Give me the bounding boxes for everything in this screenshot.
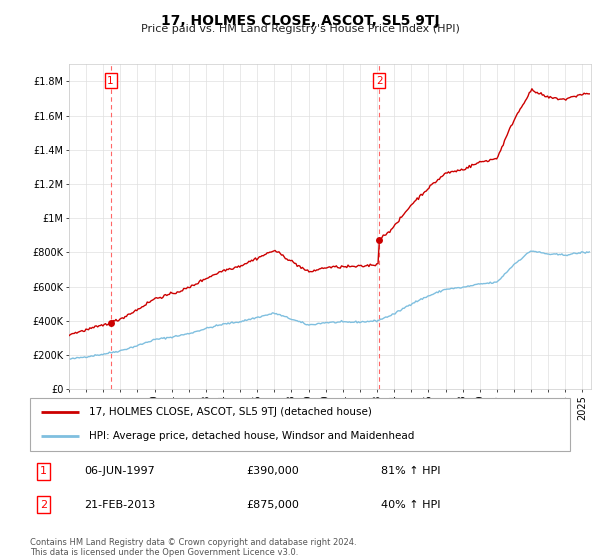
Text: 21-FEB-2013: 21-FEB-2013 <box>84 500 155 510</box>
Text: 2: 2 <box>40 500 47 510</box>
Text: 17, HOLMES CLOSE, ASCOT, SL5 9TJ (detached house): 17, HOLMES CLOSE, ASCOT, SL5 9TJ (detach… <box>89 407 372 417</box>
Text: 2: 2 <box>376 76 383 86</box>
Text: 06-JUN-1997: 06-JUN-1997 <box>84 466 155 476</box>
Text: 40% ↑ HPI: 40% ↑ HPI <box>381 500 440 510</box>
Text: Contains HM Land Registry data © Crown copyright and database right 2024.
This d: Contains HM Land Registry data © Crown c… <box>30 538 356 557</box>
Text: 81% ↑ HPI: 81% ↑ HPI <box>381 466 440 476</box>
Text: HPI: Average price, detached house, Windsor and Maidenhead: HPI: Average price, detached house, Wind… <box>89 431 415 441</box>
Text: 1: 1 <box>107 76 114 86</box>
Text: 17, HOLMES CLOSE, ASCOT, SL5 9TJ: 17, HOLMES CLOSE, ASCOT, SL5 9TJ <box>161 14 439 28</box>
Text: £390,000: £390,000 <box>246 466 299 476</box>
Text: £875,000: £875,000 <box>246 500 299 510</box>
Text: Price paid vs. HM Land Registry's House Price Index (HPI): Price paid vs. HM Land Registry's House … <box>140 24 460 34</box>
Text: 1: 1 <box>40 466 47 476</box>
FancyBboxPatch shape <box>30 398 570 451</box>
